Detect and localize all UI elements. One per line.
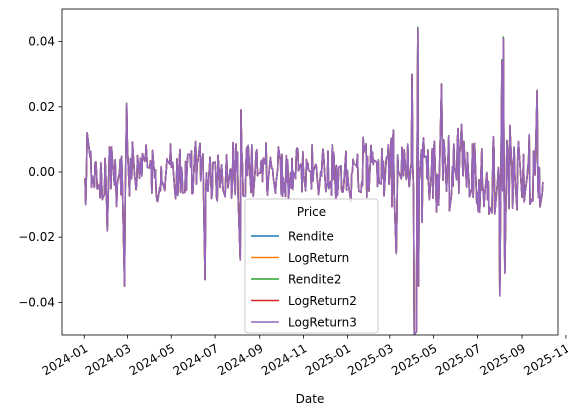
y-tick-label: −0.04 bbox=[18, 295, 55, 309]
legend-title: Price bbox=[297, 205, 326, 219]
legend-label: Rendite2 bbox=[288, 273, 341, 287]
y-tick-label: 0.00 bbox=[28, 165, 55, 179]
legend: Price Rendite LogReturn Rendite2 LogReturn2 L… bbox=[244, 198, 379, 334]
y-tick-label: 0.04 bbox=[28, 35, 55, 49]
y-tick-label: 0.02 bbox=[28, 100, 55, 114]
series-layer bbox=[84, 26, 544, 335]
legend-label: LogReturn bbox=[288, 251, 349, 265]
x-axis-label: Date bbox=[296, 392, 325, 406]
legend-box bbox=[244, 198, 379, 334]
legend-label: LogReturn2 bbox=[288, 294, 357, 308]
y-tick-label: −0.02 bbox=[18, 230, 55, 244]
legend-label: Rendite bbox=[288, 230, 334, 244]
series-line-logreturn3 bbox=[84, 27, 544, 335]
y-axis: −0.04 −0.02 0.00 0.02 0.04 bbox=[18, 35, 62, 309]
legend-label: LogReturn3 bbox=[288, 316, 357, 330]
